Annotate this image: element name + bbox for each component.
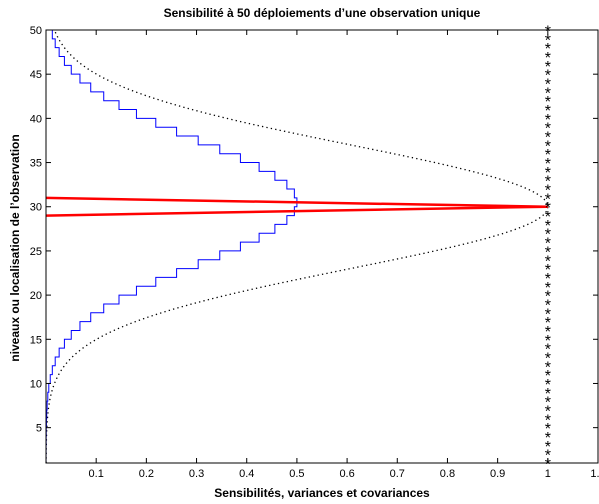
star-marker: * xyxy=(545,94,551,111)
star-marker: * xyxy=(545,200,551,217)
star-marker: * xyxy=(545,395,551,412)
star-marker: * xyxy=(545,41,551,58)
star-marker: * xyxy=(545,342,551,359)
star-marker: * xyxy=(545,289,551,306)
star-marker: * xyxy=(545,359,551,376)
star-marker: * xyxy=(545,85,551,102)
star-marker: * xyxy=(545,68,551,85)
star-marker: * xyxy=(545,236,551,253)
star-marker: * xyxy=(545,315,551,332)
x-tick-label: 0.8 xyxy=(440,468,455,480)
star-marker: * xyxy=(545,430,551,447)
x-tick-label: 0.9 xyxy=(490,468,505,480)
x-tick-label: 0.3 xyxy=(189,468,204,480)
star-marker: * xyxy=(545,174,551,191)
star-marker: * xyxy=(545,297,551,314)
star-marker: * xyxy=(545,165,551,182)
star-marker: * xyxy=(545,218,551,235)
chart-title: Sensibilité à 50 déploiements d’une obse… xyxy=(164,6,481,20)
x-tick-label: 1.1 xyxy=(590,468,599,480)
star-marker: * xyxy=(545,439,551,456)
star-marker: * xyxy=(545,183,551,200)
star-marker: * xyxy=(545,421,551,438)
star-marker: * xyxy=(545,271,551,288)
star-marker: * xyxy=(545,59,551,76)
star-marker: * xyxy=(545,244,551,261)
y-tick-label: 45 xyxy=(30,69,42,81)
star-marker: * xyxy=(545,138,551,155)
dotted-curve-line xyxy=(45,29,549,464)
y-tick-label: 50 xyxy=(30,25,42,37)
star-marker: * xyxy=(545,103,551,120)
star-marker: * xyxy=(545,324,551,341)
star-marker: * xyxy=(545,77,551,94)
star-marker: * xyxy=(545,457,551,474)
star-marker: * xyxy=(545,403,551,420)
star-marker: * xyxy=(545,209,551,226)
star-marker: * xyxy=(545,386,551,403)
star-marker: * xyxy=(545,156,551,173)
star-marker: * xyxy=(545,253,551,270)
star-marker: * xyxy=(545,333,551,350)
x-tick-label: 0.6 xyxy=(339,468,354,480)
y-axis-label: niveaux ou localisation de l’observation xyxy=(8,134,22,361)
star-marker: * xyxy=(545,350,551,367)
plot-area: ****************************************… xyxy=(30,24,599,481)
y-tick-label: 35 xyxy=(30,158,42,170)
y-tick-label: 30 xyxy=(30,202,42,214)
star-marker: * xyxy=(545,262,551,279)
x-tick-label: 0.4 xyxy=(239,468,254,480)
x-tick-label: 0.5 xyxy=(289,468,304,480)
star-marker: * xyxy=(545,368,551,385)
star-marker: * xyxy=(545,147,551,164)
star-marker: * xyxy=(545,280,551,297)
axes-frame xyxy=(45,29,599,464)
x-axis-label: Sensibilités, variances et covariances xyxy=(214,486,430,500)
star-marker: * xyxy=(545,306,551,323)
star-marker: * xyxy=(545,412,551,429)
star-marker: * xyxy=(545,377,551,394)
star-marker: * xyxy=(545,121,551,138)
x-tick-label: 0.7 xyxy=(390,468,405,480)
star-marker: * xyxy=(545,50,551,67)
y-tick-label: 10 xyxy=(30,378,42,390)
star-marker: * xyxy=(545,130,551,147)
red-line-1 xyxy=(45,196,548,208)
x-tick-label: 0.1 xyxy=(89,468,104,480)
red-line-2 xyxy=(45,205,548,217)
star-marker: * xyxy=(545,112,551,129)
x-tick-label: 0.2 xyxy=(139,468,154,480)
y-tick-label: 15 xyxy=(30,334,42,346)
y-tick-label: 20 xyxy=(30,290,42,302)
y-tick-label: 25 xyxy=(30,246,42,258)
x-tick-label: 1 xyxy=(545,468,551,480)
y-tick-label: 5 xyxy=(36,423,42,435)
stairs-curve-line xyxy=(45,29,298,463)
star-marker: * xyxy=(545,227,551,244)
star-marker: * xyxy=(545,191,551,208)
star-marker: * xyxy=(545,32,551,49)
star-marker: * xyxy=(545,448,551,465)
y-tick-label: 40 xyxy=(30,113,42,125)
